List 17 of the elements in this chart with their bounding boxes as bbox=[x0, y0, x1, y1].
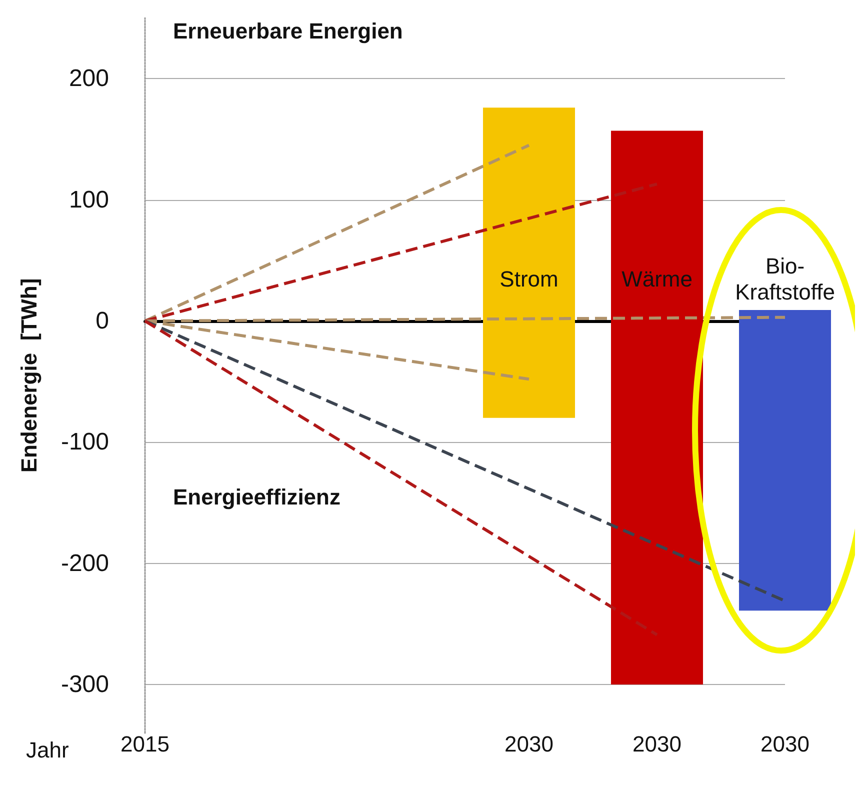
series-label: Wärme bbox=[622, 266, 692, 292]
series-label: Bio- Kraftstoffe bbox=[735, 253, 835, 304]
x-tick-label: 2030 bbox=[760, 732, 810, 756]
y-tick-label: -300 bbox=[60, 671, 109, 698]
y-tick-label: 0 bbox=[96, 307, 109, 334]
y-tick-label: 200 bbox=[68, 65, 109, 92]
annotation: Erneuerbare Energien bbox=[173, 18, 403, 44]
x-tick-label: 2015 bbox=[120, 732, 170, 756]
x-tick-label: 2030 bbox=[504, 732, 554, 756]
x-axis-title: Jahr bbox=[26, 738, 69, 762]
annotation: Energieeffizienz bbox=[173, 484, 340, 510]
y-tick-label: -100 bbox=[60, 428, 109, 456]
y-tick-label: 100 bbox=[68, 186, 109, 214]
series-label: Strom bbox=[500, 266, 558, 292]
y-tick-label: -200 bbox=[60, 550, 109, 577]
x-tick-label: 2030 bbox=[632, 732, 682, 756]
y-axis-title: Endenergie [TWh] bbox=[16, 278, 42, 473]
